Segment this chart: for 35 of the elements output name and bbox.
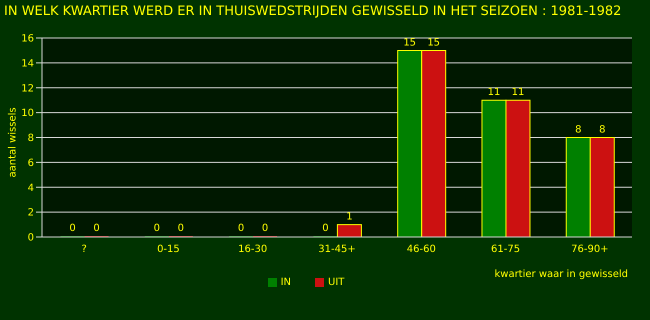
- data-label: 8: [599, 124, 606, 136]
- y-tick-label: 6: [28, 158, 34, 169]
- y-tick-label: 10: [21, 108, 34, 120]
- data-label: 11: [488, 87, 500, 98]
- y-tick-label: 2: [28, 208, 34, 219]
- x-tick-label: 31-45+: [318, 244, 356, 256]
- x-tick-label: 0-15: [157, 244, 180, 256]
- y-axis-title: aantal wissels: [8, 107, 19, 178]
- data-label: 0: [69, 223, 76, 234]
- x-tick-label: 76-90+: [571, 244, 609, 256]
- data-label: 0: [154, 223, 160, 234]
- y-tick-label: 8: [28, 133, 34, 144]
- x-tick-label: 46-60: [406, 244, 436, 256]
- y-tick-label: 14: [21, 58, 34, 70]
- data-label: 0: [262, 223, 268, 234]
- chart-title: IN WELK KWARTIER WERD ER IN THUISWEDSTRIJDEN GEWISSELD IN HET SEIZOEN : 1981-1982: [4, 4, 622, 19]
- x-tick-label: 61-75: [491, 244, 520, 256]
- data-label: 15: [427, 37, 440, 48]
- data-label: 0: [178, 223, 184, 234]
- y-tick-label: 0: [28, 232, 34, 244]
- x-tick-label: ?: [81, 244, 87, 256]
- y-tick-label: 16: [21, 34, 34, 45]
- data-label: 11: [512, 87, 524, 98]
- data-label: 0: [322, 223, 329, 234]
- data-label: 15: [403, 37, 416, 48]
- data-label: 1: [346, 212, 353, 223]
- x-tick-label: 16-30: [238, 244, 268, 256]
- legend-label: UIT: [328, 277, 344, 288]
- x-axis-title: kwartier waar in gewisseld: [494, 269, 628, 280]
- y-tick-label: 12: [21, 83, 34, 94]
- data-label: 8: [575, 124, 582, 136]
- data-label: 0: [93, 223, 100, 234]
- y-tick-label: 4: [28, 182, 34, 194]
- data-label: 0: [238, 223, 244, 234]
- legend-label: IN: [280, 277, 292, 288]
